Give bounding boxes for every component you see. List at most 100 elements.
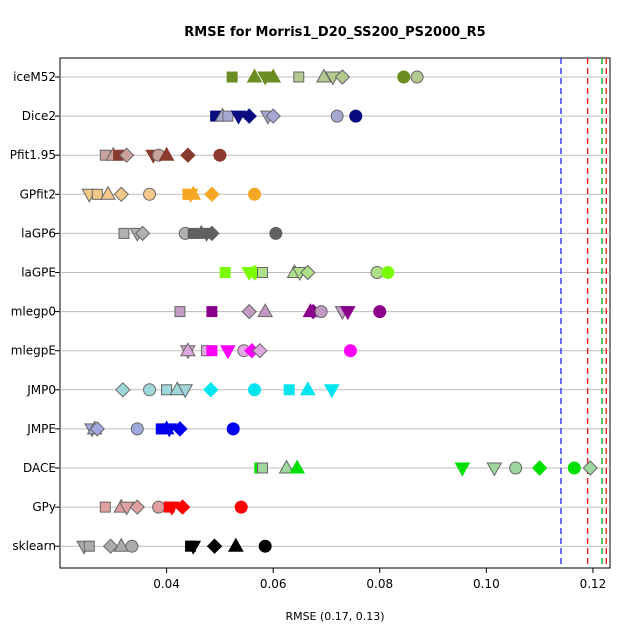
x-axis-title: RMSE (0.17, 0.13): [285, 610, 384, 623]
point-GPfit2-4: [113, 186, 129, 203]
point-GPy-5: [152, 500, 166, 514]
point-JMP0-1: [115, 382, 131, 398]
point-laGPE-1: [219, 267, 231, 278]
point-Dice2-9: [349, 109, 363, 123]
point-JMPE-9: [226, 422, 240, 436]
point-JMP0-5: [177, 384, 194, 399]
point-JMP0-9: [299, 381, 316, 396]
point-JMP0-10: [323, 384, 340, 399]
point-iceM52-1: [226, 71, 238, 83]
point-sklearn-7: [185, 540, 202, 555]
point-JMPE-7: [161, 423, 178, 438]
point-Dice2-7: [265, 108, 281, 124]
point-mlegp0-4: [257, 303, 274, 318]
point-JMPE-8: [172, 421, 188, 437]
point-GPy-4: [129, 499, 145, 515]
point-JMP0-8: [283, 384, 295, 396]
chart-title: RMSE for Morris1_D20_SS200_PS2000_R5: [184, 25, 485, 40]
point-GPfit2-5: [143, 187, 157, 201]
reference-lines: [560, 58, 607, 568]
point-GPy-8: [174, 499, 191, 515]
point-DACE-6: [486, 462, 503, 477]
category-label-GPfit2: GPfit2: [20, 187, 56, 201]
point-GPy-1: [99, 501, 111, 513]
point-GPy-9: [234, 500, 248, 514]
point-JMP0-3: [161, 384, 173, 396]
point-Pfit1.95-7: [158, 146, 175, 161]
point-mlegpE-5: [220, 345, 236, 360]
point-GPfit2-8: [182, 188, 199, 203]
category-label-laGPE: laGPE: [21, 266, 56, 280]
point-JMPE-3: [89, 421, 106, 437]
point-iceM52-8: [334, 69, 351, 85]
point-Pfit1.95-8: [180, 147, 196, 163]
category-label-JMP0: JMP0: [26, 383, 56, 397]
point-sklearn-8: [206, 538, 223, 554]
point-iceM52-4: [265, 68, 282, 83]
point-mlegp0-7: [314, 305, 328, 319]
point-Dice2-8: [330, 109, 344, 123]
point-GPfit2-3: [100, 185, 116, 200]
point-iceM52-10: [410, 70, 424, 84]
point-mlegpE-2: [180, 342, 196, 357]
x-tick-label-0.06: 0.06: [260, 577, 287, 591]
point-GPfit2-9: [204, 186, 220, 203]
point-laGP6-8: [204, 225, 220, 242]
point-sklearn-5: [125, 539, 139, 553]
category-label-iceM52: iceM52: [13, 70, 56, 84]
point-sklearn-3: [102, 538, 119, 554]
category-label-Dice2: Dice2: [22, 109, 56, 123]
point-laGPE-4: [257, 267, 269, 278]
point-iceM52-2: [246, 68, 263, 83]
category-label-mlegp0: mlegp0: [11, 305, 56, 319]
point-mlegp0-10: [373, 305, 387, 319]
point-Dice2-4: [230, 110, 247, 125]
point-GPy-7: [164, 501, 180, 516]
point-DACE-9: [567, 461, 581, 475]
point-sklearn-9: [228, 537, 244, 552]
point-laGP6-9: [269, 226, 283, 240]
category-label-JMPE: JMPE: [26, 422, 56, 436]
x-tick-label-0.10: 0.10: [473, 577, 500, 591]
point-laGPE-7: [300, 264, 316, 281]
category-label-Pfit1.95: Pfit1.95: [10, 148, 56, 162]
point-JMP0-6: [203, 382, 219, 398]
point-Dice2-5: [241, 108, 257, 124]
category-labels: iceM52 Dice2 Pfit1.95 GPfit2 laGP6 laGPE mlegp…: [10, 70, 60, 553]
point-mlegp0-9: [339, 306, 356, 321]
point-DACE-4: [289, 459, 306, 474]
point-GPfit2-10: [248, 187, 262, 201]
point-mlegpE-4: [206, 345, 218, 357]
point-mlegp0-1: [174, 306, 186, 318]
point-mlegp0-2: [206, 306, 218, 318]
point-GPfit2-2: [91, 188, 103, 200]
x-tick-label-0.08: 0.08: [366, 577, 393, 591]
point-laGPE-9: [381, 266, 395, 279]
point-Pfit1.95-4: [118, 147, 135, 163]
point-DACE-7: [509, 461, 523, 475]
point-sklearn-10: [258, 539, 272, 553]
x-tick-label-0.12: 0.12: [580, 577, 607, 591]
point-DACE-5: [454, 462, 471, 477]
category-label-laGP6: laGP6: [21, 226, 56, 240]
point-JMP0-7: [248, 383, 262, 397]
point-iceM52-5: [293, 71, 305, 83]
point-mlegp0-3: [241, 303, 257, 320]
x-tick-label-0.04: 0.04: [153, 577, 180, 591]
plot-frame: [59, 57, 611, 569]
point-Pfit1.95-9: [213, 148, 227, 162]
category-gridlines: [60, 76, 610, 547]
point-Dice2-3: [222, 110, 234, 122]
point-laGP6-1: [118, 227, 130, 239]
point-DACE-8: [531, 460, 548, 476]
point-sklearn-4: [113, 537, 130, 552]
point-sklearn-2: [83, 540, 95, 552]
point-DACE-2: [257, 462, 269, 474]
point-GPy-3: [118, 501, 135, 516]
x-axis-ticks: 0.04 0.06 0.08 0.10 0.12: [153, 568, 606, 591]
point-laGP6-3: [134, 225, 151, 242]
point-mlegpE-8: [252, 342, 268, 359]
category-label-GPy: GPy: [32, 500, 56, 514]
category-label-sklearn: sklearn: [12, 539, 56, 553]
